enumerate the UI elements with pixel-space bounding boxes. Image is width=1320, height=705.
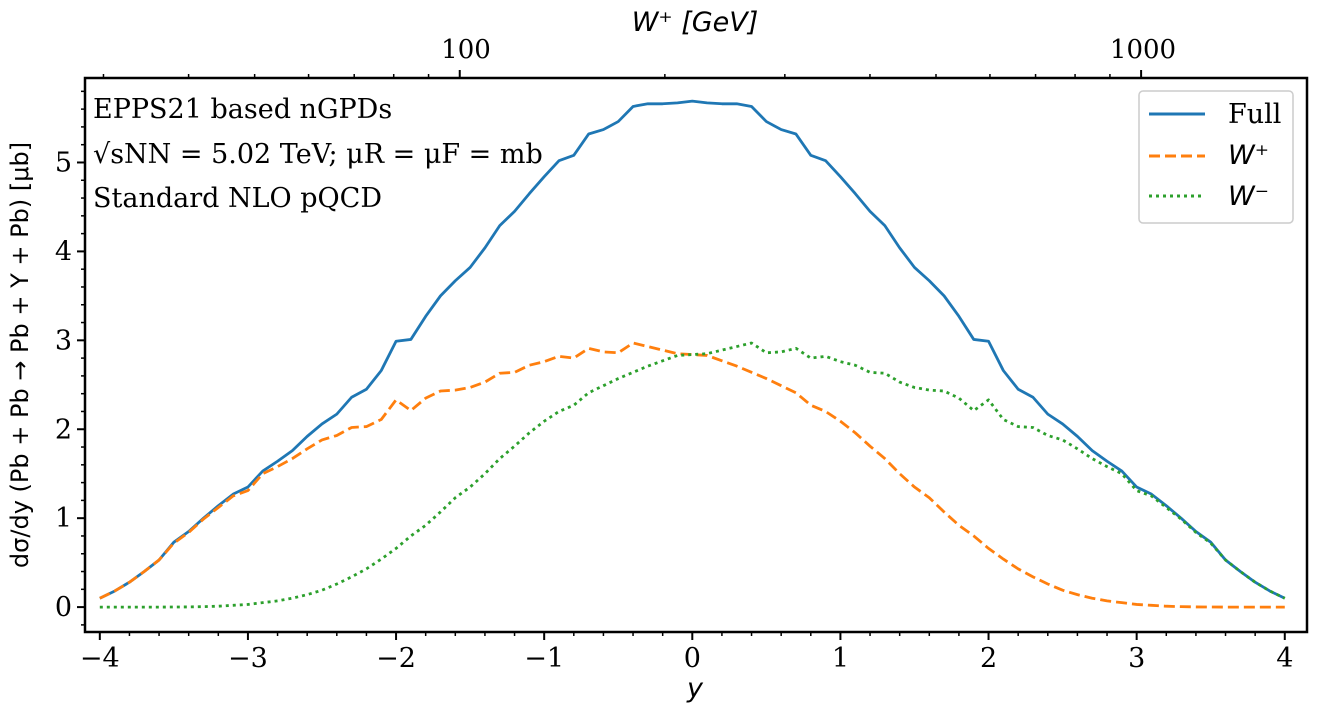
y-tick-label-4: 4 (55, 236, 72, 267)
y-tick-label-0: 0 (55, 592, 72, 623)
series-layer (99, 99, 1286, 609)
series-line-2 (99, 341, 1286, 609)
x-tick-label-5: 1 (832, 643, 849, 674)
x-tick-label-7: 3 (1128, 643, 1145, 674)
y-tick-label-1: 1 (55, 503, 72, 534)
top-axis-label: W⁺ [GeV] (632, 7, 759, 38)
x-tick-label-3: −1 (524, 643, 564, 674)
y-tick-label-5: 5 (55, 147, 72, 178)
y-axis-label: dσ/dy (Pb + Pb → Pb + Y + Pb) [μb] (6, 142, 34, 568)
legend: Full W⁺ W⁻ (1138, 90, 1294, 224)
legend-box (1138, 90, 1294, 224)
x-tick-label-0: −4 (80, 643, 120, 674)
plot-frame (83, 76, 1309, 634)
x-tick-label-8: 4 (1276, 643, 1293, 674)
x-tick-label-2: −2 (376, 643, 416, 674)
top-tick-label-100: 100 (441, 35, 491, 65)
legend-label-w-plus: W⁺ (1228, 140, 1269, 171)
annotation-energy: √sNN = 5.02 TeV; μR = μF = mb (93, 139, 543, 170)
annotation-order: Standard NLO pQCD (93, 183, 382, 214)
tick-layer: −4 −3 −2 −1 0 1 2 3 4 0 1 2 3 4 5 (55, 70, 1293, 674)
x-tick-label-1: −3 (228, 643, 268, 674)
y-tick-label-3: 3 (55, 325, 72, 356)
legend-label-full: Full (1228, 99, 1281, 130)
top-tick-label-1000: 1000 (1110, 35, 1176, 65)
y-tick-label-2: 2 (55, 414, 72, 445)
series-line-1 (99, 341, 1285, 609)
x-tick-label-6: 2 (980, 643, 997, 674)
legend-label-w-minus: W⁻ (1228, 181, 1269, 212)
x-axis-label: y (686, 673, 704, 704)
annotation-model: EPPS21 based nGPDs (93, 94, 392, 125)
series-line-0 (99, 99, 1286, 600)
x-tick-label-4: 0 (684, 643, 701, 674)
